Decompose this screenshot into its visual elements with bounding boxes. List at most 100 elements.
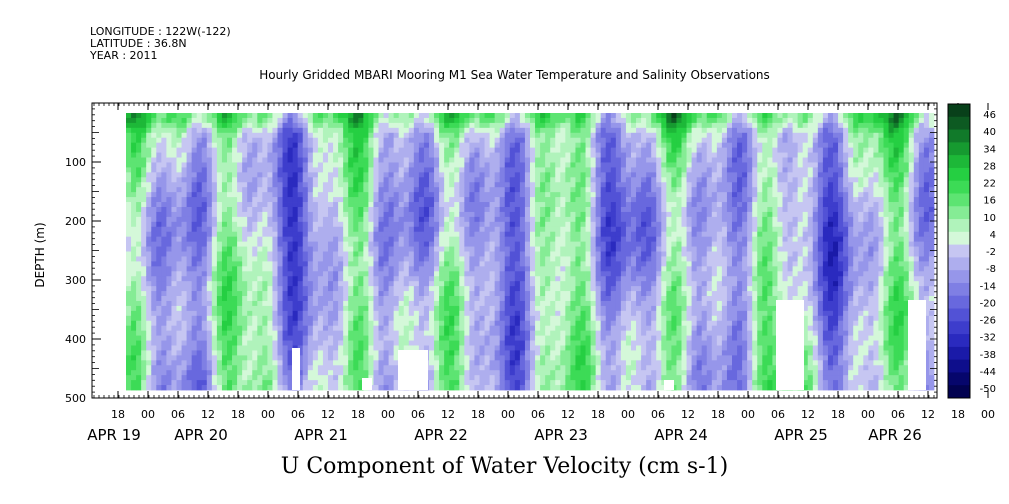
heatmap-cell: [262, 132, 268, 139]
heatmap-cell: [242, 236, 248, 243]
heatmap-cell: [388, 300, 395, 307]
heatmap-cell: [282, 122, 288, 129]
heatmap-cell: [504, 246, 511, 252]
heatmap-cell: [474, 117, 480, 124]
heatmap-cell: [196, 192, 203, 198]
heatmap-cell: [211, 360, 218, 366]
heatmap-cell: [439, 236, 445, 243]
heatmap-cell: [166, 197, 172, 203]
heatmap-cell: [307, 132, 314, 139]
heatmap-cell: [151, 113, 157, 119]
heatmap-cell: [408, 142, 415, 149]
heatmap-cell: [272, 370, 278, 376]
heatmap-cell: [530, 291, 536, 297]
heatmap-cell: [338, 365, 344, 371]
heatmap-cell: [181, 162, 187, 168]
heatmap-cell: [469, 251, 475, 257]
heatmap-cell: [393, 266, 400, 272]
heatmap-cell: [439, 157, 445, 163]
heatmap-cell: [302, 122, 309, 129]
heatmap-cell: [322, 147, 329, 153]
heatmap-cell: [393, 251, 400, 257]
heatmap-cell: [191, 231, 198, 238]
heatmap-cell: [504, 221, 511, 228]
heatmap-cell: [262, 300, 268, 307]
heatmap-cell: [136, 286, 142, 292]
heatmap-cell: [282, 132, 288, 139]
heatmap-cell: [504, 330, 511, 336]
heatmap-cell: [383, 365, 389, 371]
heatmap-cell: [196, 137, 203, 144]
heatmap-cell: [444, 182, 450, 188]
heatmap-cell: [454, 216, 460, 223]
heatmap-cell: [292, 300, 299, 307]
heatmap-cell: [550, 241, 556, 247]
heatmap-cell: [434, 340, 440, 346]
heatmap-cell: [201, 197, 208, 203]
heatmap-cell: [343, 256, 349, 262]
heatmap-cell: [368, 335, 374, 341]
heatmap-cell: [373, 296, 379, 302]
heatmap-cell: [191, 236, 198, 243]
heatmap-cell: [312, 192, 319, 198]
heatmap-cell: [565, 296, 571, 302]
heatmap-cell: [348, 325, 354, 332]
heatmap-cell: [429, 305, 435, 312]
heatmap-cell: [211, 335, 218, 341]
heatmap-cell: [363, 340, 369, 346]
heatmap-cell: [171, 345, 177, 351]
heatmap-cell: [267, 330, 273, 336]
heatmap-cell: [514, 385, 521, 391]
heatmap-cell: [403, 296, 410, 302]
heatmap-cell: [489, 360, 496, 366]
heatmap-cell: [186, 281, 193, 287]
heatmap-cell: [494, 157, 501, 163]
heatmap-cell: [363, 281, 369, 287]
heatmap-cell: [459, 350, 465, 356]
heatmap-cell: [338, 281, 344, 287]
heatmap-cell: [272, 335, 278, 341]
heatmap-cell: [429, 276, 435, 282]
heatmap-cell: [267, 370, 273, 376]
heatmap-cell: [322, 300, 329, 307]
heatmap-cell: [540, 246, 546, 252]
heatmap-cell: [388, 167, 395, 173]
heatmap-cell: [519, 365, 526, 371]
heatmap-cell: [565, 246, 571, 252]
heatmap-cell: [413, 310, 420, 317]
heatmap-cell: [378, 256, 384, 262]
heatmap-cell: [196, 211, 203, 218]
heatmap-cell: [464, 142, 470, 149]
heatmap-cell: [343, 325, 349, 332]
heatmap-cell: [141, 216, 147, 223]
heatmap-cell: [322, 261, 329, 267]
heatmap-cell: [206, 187, 213, 193]
heatmap-cell: [161, 113, 167, 119]
heatmap-cell: [282, 296, 288, 302]
heatmap-cell: [227, 345, 233, 351]
heatmap-cell: [565, 325, 571, 332]
heatmap-cell: [454, 197, 460, 203]
heatmap-cell: [201, 177, 208, 183]
heatmap-cell: [242, 256, 248, 262]
heatmap-cell: [434, 147, 440, 153]
heatmap-cell: [509, 330, 516, 336]
heatmap-cell: [383, 167, 389, 173]
heatmap-cell: [221, 137, 228, 144]
heatmap-cell: [514, 370, 521, 376]
heatmap-cell: [348, 360, 354, 366]
heatmap-cell: [186, 355, 193, 361]
heatmap-cell: [469, 266, 475, 272]
heatmap-cell: [545, 320, 551, 327]
heatmap-cell: [186, 117, 193, 124]
heatmap-cell: [126, 360, 132, 366]
heatmap-cell: [216, 241, 223, 247]
heatmap-cell: [388, 360, 395, 366]
heatmap-cell: [353, 137, 359, 144]
heatmap-cell: [519, 320, 526, 327]
heatmap-cell: [530, 236, 536, 243]
heatmap-cell: [201, 281, 208, 287]
heatmap-cell: [181, 305, 187, 312]
heatmap-cell: [454, 340, 460, 346]
heatmap-cell: [469, 226, 475, 233]
